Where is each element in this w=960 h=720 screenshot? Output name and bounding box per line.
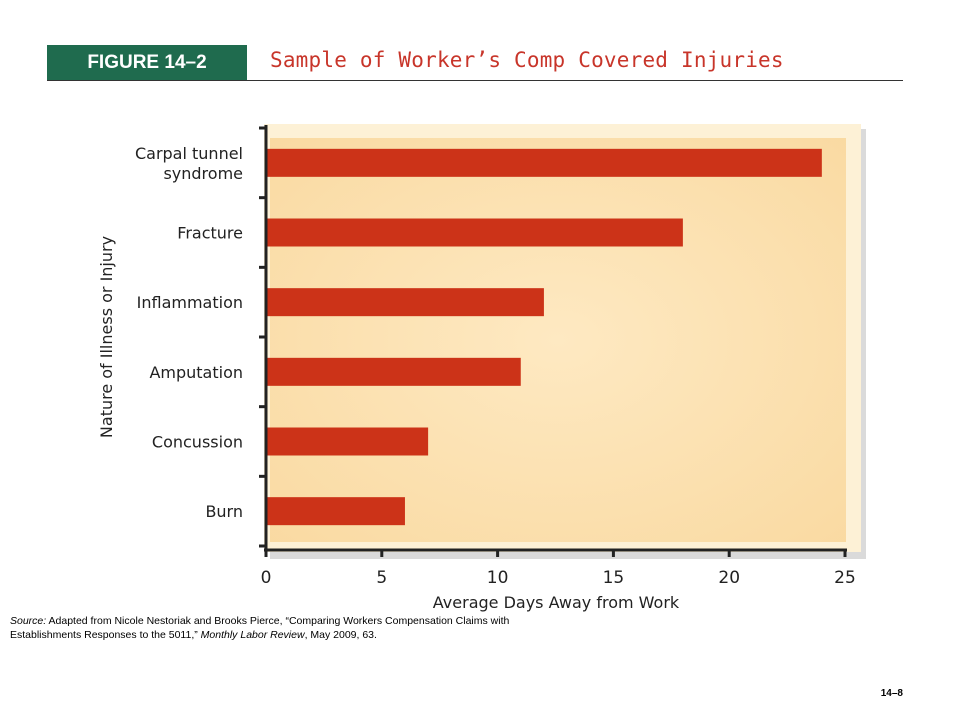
category-label: Fracture bbox=[177, 224, 243, 243]
bar bbox=[266, 497, 405, 526]
bar bbox=[266, 357, 521, 386]
plot-area bbox=[270, 138, 846, 542]
x-tick-label: 15 bbox=[603, 568, 625, 588]
source-note: Source: Adapted from Nicole Nestoriak an… bbox=[10, 614, 570, 642]
source-text: Adapted from Nicole Nestoriak and Brooks… bbox=[10, 615, 510, 641]
x-axis-label: Average Days Away from Work bbox=[433, 593, 680, 612]
source-journal: Monthly Labor Review bbox=[200, 629, 305, 641]
header-divider bbox=[47, 80, 903, 81]
x-tick-label: 10 bbox=[487, 568, 509, 588]
category-label: Inflammation bbox=[137, 293, 243, 312]
figure-title: Sample of Worker’s Comp Covered Injuries bbox=[270, 48, 784, 72]
bar bbox=[266, 218, 683, 247]
x-tick-label: 20 bbox=[718, 568, 740, 588]
bar bbox=[266, 148, 822, 177]
bar bbox=[266, 427, 429, 456]
category-label: Carpal tunnel syndrome bbox=[135, 144, 243, 183]
source-text-end: , May 2009, 63. bbox=[304, 629, 377, 641]
y-axis-label: Nature of Illness or Injury bbox=[97, 236, 116, 438]
x-tick-label: 25 bbox=[834, 568, 856, 588]
x-tick-label: 5 bbox=[376, 568, 387, 588]
source-label: Source: bbox=[10, 615, 47, 627]
bar bbox=[266, 288, 544, 317]
category-label: Concussion bbox=[152, 433, 243, 452]
x-tick-label: 0 bbox=[261, 568, 272, 588]
category-label: Amputation bbox=[149, 363, 243, 382]
category-label: Burn bbox=[205, 502, 243, 521]
page-number: 14–8 bbox=[880, 688, 903, 699]
figure-label: FIGURE 14–2 bbox=[47, 45, 247, 80]
